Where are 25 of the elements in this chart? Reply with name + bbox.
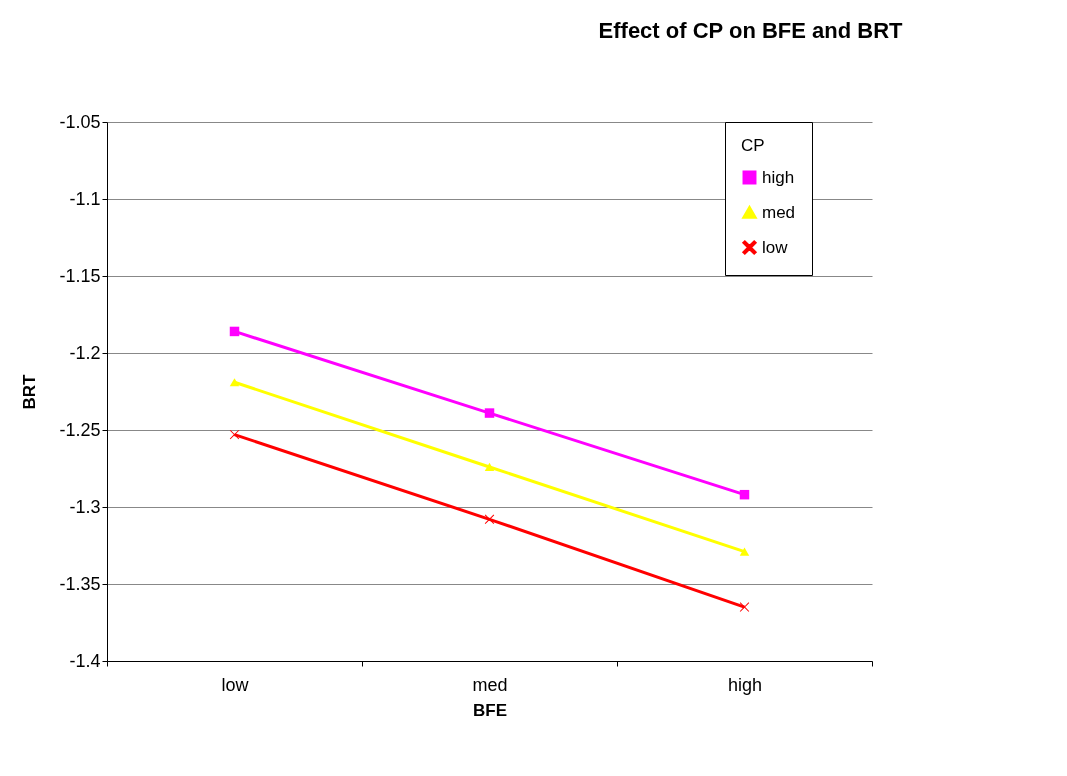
y-tick-label: -1.1 <box>69 188 101 209</box>
x-tick-label: high <box>727 674 763 695</box>
point <box>739 547 750 556</box>
point <box>739 602 750 612</box>
chart-title: Effect of CP on BFE and BRT <box>598 18 904 43</box>
y-tick-label: -1.3 <box>69 496 101 517</box>
point <box>484 462 495 472</box>
y-tick-label: -1.25 <box>59 419 101 440</box>
point <box>739 489 750 500</box>
legend-title: CP <box>741 136 765 155</box>
y-tick-label: -1.05 <box>59 111 101 132</box>
y-tick-label: -1.35 <box>59 573 101 594</box>
y-axis-title: BRT <box>20 373 40 410</box>
legend-label: low <box>762 237 789 257</box>
point <box>484 408 495 418</box>
legend-label: med <box>762 202 796 222</box>
legend-label: high <box>762 167 795 187</box>
x-axis-title: BFE <box>473 700 507 720</box>
x-tick-label: low <box>221 674 250 695</box>
point <box>229 326 240 337</box>
y-tick-label: -1.2 <box>69 342 101 363</box>
y-tick-label: -1.4 <box>69 650 101 671</box>
point <box>229 378 240 387</box>
x-tick-label: med <box>472 674 508 695</box>
y-tick-label: -1.15 <box>59 265 101 286</box>
